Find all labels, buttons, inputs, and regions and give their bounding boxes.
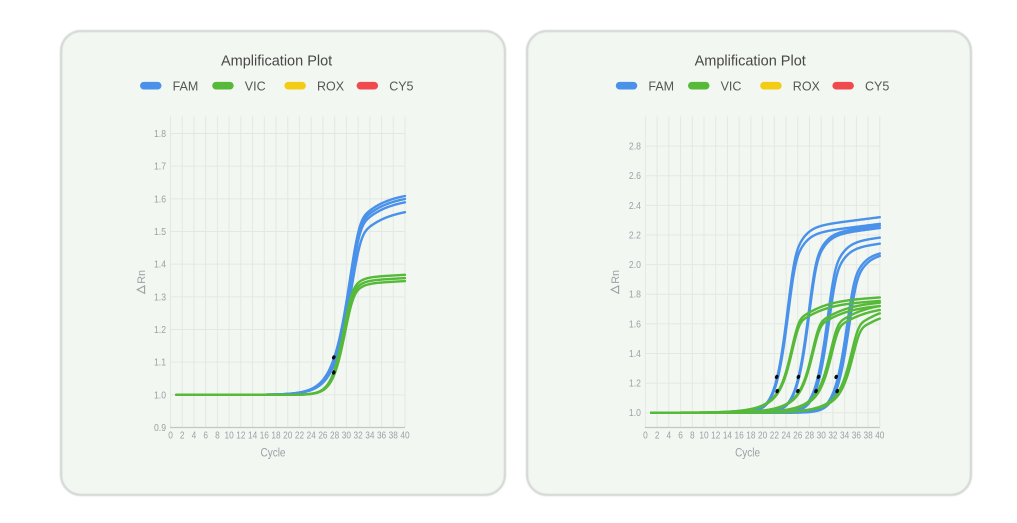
svg-text:6: 6 xyxy=(203,430,208,442)
svg-text:1.1: 1.1 xyxy=(154,357,166,369)
svg-text:20: 20 xyxy=(758,430,767,442)
svg-text:0.9: 0.9 xyxy=(154,422,166,434)
svg-text:1.0: 1.0 xyxy=(154,389,166,401)
svg-text:2.6: 2.6 xyxy=(629,170,641,182)
svg-text:10: 10 xyxy=(699,430,708,442)
svg-text:18: 18 xyxy=(271,430,280,442)
svg-text:14: 14 xyxy=(723,430,732,442)
svg-text:8: 8 xyxy=(215,430,220,442)
svg-text:28: 28 xyxy=(330,430,339,442)
svg-text:1.3: 1.3 xyxy=(154,291,166,303)
svg-text:Rn: Rn xyxy=(136,270,148,284)
svg-text:1.2: 1.2 xyxy=(629,378,641,390)
svg-text:FAM: FAM xyxy=(648,79,674,93)
svg-text:26: 26 xyxy=(793,430,802,442)
svg-text:2.2: 2.2 xyxy=(629,229,641,241)
svg-text:VIC: VIC xyxy=(721,79,742,93)
svg-text:16: 16 xyxy=(735,430,744,442)
svg-text:2.0: 2.0 xyxy=(629,259,641,271)
svg-text:Amplification Plot: Amplification Plot xyxy=(695,54,806,70)
svg-text:1.8: 1.8 xyxy=(629,289,641,301)
svg-text:16: 16 xyxy=(260,430,269,442)
svg-text:36: 36 xyxy=(852,430,861,442)
svg-text:18: 18 xyxy=(746,430,755,442)
svg-text:32: 32 xyxy=(828,430,837,442)
svg-text:ROX: ROX xyxy=(317,79,345,93)
svg-text:28: 28 xyxy=(805,430,814,442)
svg-text:CY5: CY5 xyxy=(865,79,889,93)
svg-text:CY5: CY5 xyxy=(389,79,413,93)
svg-text:ROX: ROX xyxy=(793,79,821,93)
svg-text:24: 24 xyxy=(307,430,316,442)
svg-text:2.4: 2.4 xyxy=(629,200,641,212)
svg-text:Amplification Plot: Amplification Plot xyxy=(221,54,332,70)
svg-text:36: 36 xyxy=(377,430,386,442)
svg-text:12: 12 xyxy=(711,430,720,442)
svg-text:20: 20 xyxy=(283,430,292,442)
svg-text:1.5: 1.5 xyxy=(154,226,166,238)
svg-text:22: 22 xyxy=(770,430,779,442)
svg-text:6: 6 xyxy=(678,430,683,442)
svg-text:40: 40 xyxy=(875,430,884,442)
svg-text:0: 0 xyxy=(168,430,173,442)
svg-text:1.4: 1.4 xyxy=(629,348,641,360)
svg-text:40: 40 xyxy=(400,430,409,442)
svg-text:Rn: Rn xyxy=(610,270,622,284)
svg-text:1.7: 1.7 xyxy=(154,161,166,173)
svg-text:1.2: 1.2 xyxy=(154,324,166,336)
svg-text:24: 24 xyxy=(781,430,790,442)
svg-text:30: 30 xyxy=(342,430,351,442)
svg-text:30: 30 xyxy=(817,430,826,442)
svg-text:34: 34 xyxy=(840,430,849,442)
svg-text:1.6: 1.6 xyxy=(629,318,641,330)
svg-text:2.8: 2.8 xyxy=(629,141,641,153)
svg-text:2: 2 xyxy=(180,430,185,442)
svg-text:10: 10 xyxy=(225,430,234,442)
svg-text:38: 38 xyxy=(389,430,398,442)
svg-text:4: 4 xyxy=(192,430,197,442)
svg-text:34: 34 xyxy=(365,430,374,442)
svg-text:38: 38 xyxy=(863,430,872,442)
svg-text:1.8: 1.8 xyxy=(154,128,166,140)
svg-text:32: 32 xyxy=(354,430,363,442)
svg-text:4: 4 xyxy=(667,430,672,442)
svg-text:8: 8 xyxy=(690,430,695,442)
svg-text:14: 14 xyxy=(248,430,257,442)
svg-text:1.0: 1.0 xyxy=(629,407,641,419)
svg-text:1.6: 1.6 xyxy=(154,193,166,205)
svg-text:VIC: VIC xyxy=(245,79,266,93)
svg-text:26: 26 xyxy=(318,430,327,442)
svg-text:12: 12 xyxy=(236,430,245,442)
svg-text:2: 2 xyxy=(655,430,660,442)
svg-text:0: 0 xyxy=(643,430,648,442)
svg-text:1.4: 1.4 xyxy=(154,259,166,271)
svg-text:FAM: FAM xyxy=(173,79,199,93)
svg-text:22: 22 xyxy=(295,430,304,442)
svg-text:Cycle: Cycle xyxy=(261,448,286,460)
svg-text:Cycle: Cycle xyxy=(735,448,760,460)
